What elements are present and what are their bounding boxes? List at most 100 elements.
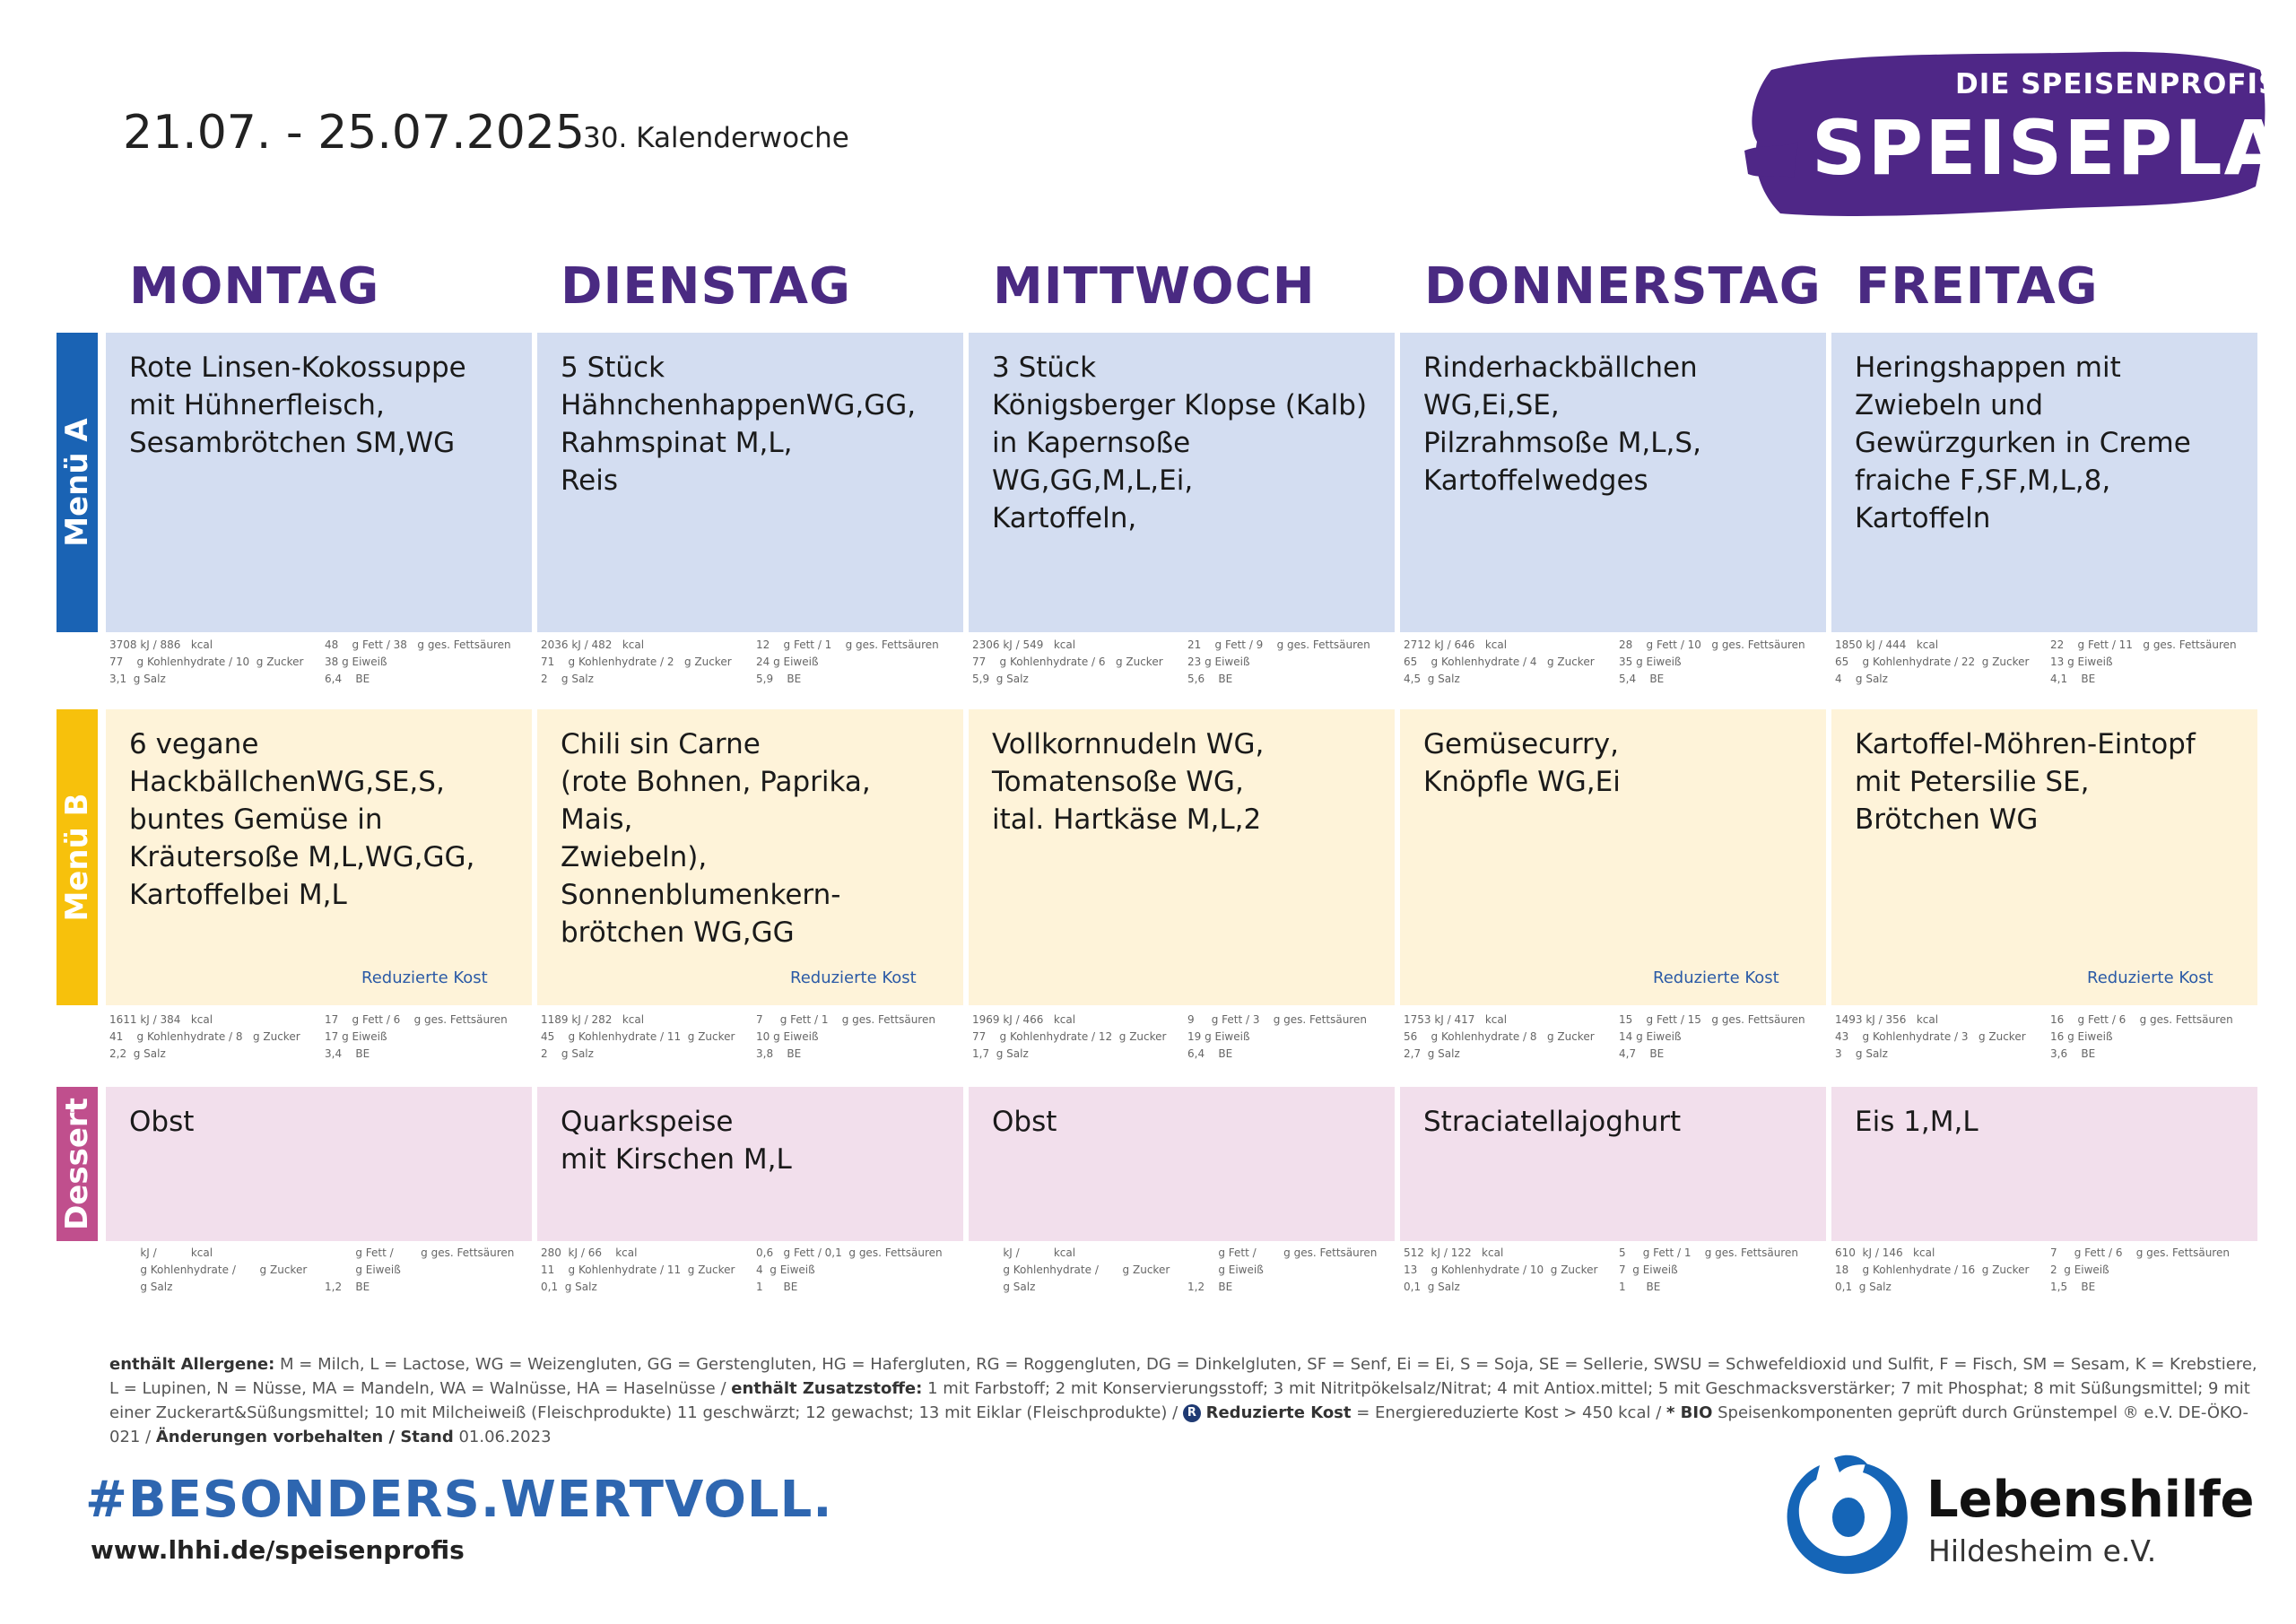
nutri-line: 18 g Kohlenhydrate / 16 g Zucker [1835, 1264, 2030, 1276]
nutri-line: 2 g Salz [541, 1047, 594, 1060]
nutrition-dessert-montag: kJ / kcal g Kohlenhydrate / g Zucker g S… [109, 1245, 531, 1298]
nutri-line: 35 g Eiweiß [1619, 656, 1682, 668]
nutrition-menu-b-montag: 1611 kJ / 384 kcal 41 g Kohlenhydrate / 8… [109, 1012, 531, 1065]
dessert-label-bar: Dessert [57, 1087, 98, 1241]
nutri-line: 13 g Eiweiß [2050, 656, 2113, 668]
website-url[interactable]: www.lhhi.de/speisenprofis [91, 1535, 465, 1565]
menu-b-freitag-text: Kartoffel-Möhren-Eintopf mit Petersilie … [1855, 728, 2196, 836]
nutrition-menu-a-freitag: 1850 kJ / 444 kcal 65 g Kohlenhydrate / 2… [1835, 637, 2257, 690]
nutri-line: g Fett / g ges. Fettsäuren [325, 1246, 515, 1259]
nutri-line: 0,1 g Salz [1404, 1281, 1460, 1293]
nutri-line: 2,2 g Salz [109, 1047, 166, 1060]
day-header-freitag: FREITAG [1856, 257, 2099, 316]
menu-b-donnerstag: Gemüsecurry, Knöpfle WG,Ei Reduzierte Ko… [1400, 709, 1826, 1005]
nutri-line: 1969 kJ / 466 kcal [972, 1013, 1076, 1026]
additives-text: 1 mit Farbstoff; 2 mit Konservierungssto… [109, 1379, 2250, 1422]
nutri-line: 77 g Kohlenhydrate / 10 g Zucker [109, 656, 304, 668]
nutrition-menu-a-montag: 3708 kJ / 886 kcal 77 g Kohlenhydrate / 1… [109, 637, 531, 690]
nutrition-dessert-freitag: 610 kJ / 146 kcal 18 g Kohlenhydrate / 16… [1835, 1245, 2257, 1298]
hashtag-slogan: #BESONDERS.WERTVOLL. [85, 1471, 833, 1529]
nutri-line: 4 g Salz [1835, 673, 1888, 685]
menu-a-dienstag: 5 Stück HähnchenhappenWG,GG, Rahmspinat … [537, 333, 963, 632]
nutri-line: 17 g Fett / 6 g ges. Fettsäuren [325, 1013, 508, 1026]
calendar-week: 30. Kalenderwoche [583, 122, 849, 154]
menu-a-montag-text: Rote Linsen-Kokossuppe mit Hühnerfleisch… [129, 352, 466, 459]
nutri-line: 2036 kJ / 482 kcal [541, 638, 645, 651]
menu-b-mittwoch-text: Vollkornnudeln WG, Tomatensoße WG, ital.… [992, 728, 1265, 836]
organization-city: Hildesheim e.V. [1928, 1533, 2157, 1568]
nutri-line: 77 g Kohlenhydrate / 12 g Zucker [972, 1030, 1167, 1043]
nutri-line: 21 g Fett / 9 g ges. Fettsäuren [1187, 638, 1370, 651]
nutri-line: 3,1 g Salz [109, 673, 166, 685]
menu-a-label: Menü A [59, 418, 95, 547]
nutri-line: 1611 kJ / 384 kcal [109, 1013, 213, 1026]
dessert-mittwoch-text: Obst [992, 1106, 1057, 1138]
dessert-montag-text: Obst [129, 1106, 195, 1138]
nutri-line: 11 g Kohlenhydrate / 11 g Zucker [541, 1264, 735, 1276]
day-header-dienstag: DIENSTAG [561, 257, 851, 316]
nutri-line: 1,2 BE [325, 1281, 370, 1293]
reduced-kost-label: Reduzierte Kost [790, 968, 917, 987]
brand-subtitle: DIE SPEISENPROFIS [1955, 68, 2280, 100]
nutri-line: 1,7 g Salz [972, 1047, 1029, 1060]
nutri-line: 22 g Fett / 11 g ges. Fettsäuren [2050, 638, 2237, 651]
nutri-line: 65 g Kohlenhydrate / 4 g Zucker [1404, 656, 1595, 668]
additives-label: enthält Zusatzstoffe: [731, 1379, 923, 1398]
menu-b-label-bar: Menü B [57, 709, 98, 1005]
menu-b-freitag: Kartoffel-Möhren-Eintopf mit Petersilie … [1831, 709, 2257, 1005]
bio-label: * BIO [1666, 1403, 1713, 1422]
nutri-line: 7 g Eiweiß [1619, 1264, 1678, 1276]
nutri-line: 5,6 BE [1187, 673, 1233, 685]
menu-a-dienstag-text: 5 Stück HähnchenhappenWG,GG, Rahmspinat … [561, 352, 917, 497]
nutri-line: 15 g Fett / 15 g ges. Fettsäuren [1619, 1013, 1805, 1026]
nutri-line: 3708 kJ / 886 kcal [109, 638, 213, 651]
day-header-montag: MONTAG [129, 257, 380, 316]
menu-b-dienstag: Chili sin Carne (rote Bohnen, Paprika, M… [537, 709, 963, 1005]
nutri-line: 1753 kJ / 417 kcal [1404, 1013, 1508, 1026]
nutri-line: 10 g Eiweiß [756, 1030, 819, 1043]
nutri-line: 77 g Kohlenhydrate / 6 g Zucker [972, 656, 1163, 668]
nutri-line: 7 g Fett / 6 g ges. Fettsäuren [2050, 1246, 2230, 1259]
lebenshilfe-logo-icon [1787, 1455, 1908, 1575]
nutri-line: 19 g Eiweiß [1187, 1030, 1250, 1043]
nutri-line: g Eiweiß [325, 1264, 401, 1276]
day-header-mittwoch: MITTWOCH [993, 257, 1316, 316]
menu-a-donnerstag-text: Rinderhackbällchen WG,Ei,SE, Pilzrahmsoß… [1423, 352, 1701, 497]
nutrition-menu-b-donnerstag: 1753 kJ / 417 kcal 56 g Kohlenhydrate / 8… [1404, 1012, 1825, 1065]
menu-a-freitag-text: Heringshappen mit Zwiebeln und Gewürzgur… [1855, 352, 2191, 534]
dessert-label: Dessert [59, 1098, 95, 1230]
nutri-line: 1850 kJ / 444 kcal [1835, 638, 1939, 651]
nutri-line: 1,5 BE [2050, 1281, 2096, 1293]
nutri-line: 5 g Fett / 1 g ges. Fettsäuren [1619, 1246, 1798, 1259]
menu-b-montag-text: 6 vegane HackbällchenWG,SE,S, buntes Gem… [129, 728, 475, 911]
menu-b-label: Menü B [59, 793, 95, 922]
nutri-line: g Kohlenhydrate / g Zucker [109, 1264, 308, 1276]
reduced-kost-label: Reduzierte Kost [2087, 968, 2213, 987]
nutri-line: 0,6 g Fett / 0,1 g ges. Fettsäuren [756, 1246, 943, 1259]
nutri-line: 4 g Eiweiß [756, 1264, 815, 1276]
nutrition-dessert-mittwoch: kJ / kcal g Kohlenhydrate / g Zucker g S… [972, 1245, 1394, 1298]
nutri-line: 1 BE [756, 1281, 798, 1293]
menu-a-label-bar: Menü A [57, 333, 98, 632]
nutri-line: 14 g Eiweiß [1619, 1030, 1682, 1043]
nutri-line: 5,4 BE [1619, 673, 1665, 685]
nutri-line: 71 g Kohlenhydrate / 2 g Zucker [541, 656, 732, 668]
nutri-line: 280 kJ / 66 kcal [541, 1246, 638, 1259]
day-header-donnerstag: DONNERSTAG [1424, 257, 1822, 316]
allergen-legend: enthält Allergene: M = Milch, L = Lactos… [109, 1352, 2262, 1449]
dessert-montag: Obst [106, 1087, 532, 1241]
nutri-line: 3 g Salz [1835, 1047, 1888, 1060]
nutri-line: 9 g Fett / 3 g ges. Fettsäuren [1187, 1013, 1367, 1026]
nutri-line: 5,9 BE [756, 673, 802, 685]
nutri-line: 6,4 BE [325, 673, 370, 685]
dessert-donnerstag: Straciatellajoghurt [1400, 1087, 1826, 1241]
nutri-line: 1 BE [1619, 1281, 1661, 1293]
nutri-line: 512 kJ / 122 kcal [1404, 1246, 1504, 1259]
nutri-line: 38 g Eiweiß [325, 656, 387, 668]
menu-a-donnerstag: Rinderhackbällchen WG,Ei,SE, Pilzrahmsoß… [1400, 333, 1826, 632]
menu-b-dienstag-text: Chili sin Carne (rote Bohnen, Paprika, M… [561, 728, 871, 949]
nutri-line: 3,4 BE [325, 1047, 370, 1060]
nutri-line: 4,1 BE [2050, 673, 2096, 685]
nutrition-menu-b-freitag: 1493 kJ / 356 kcal 43 g Kohlenhydrate / 3… [1835, 1012, 2257, 1065]
nutri-line: 48 g Fett / 38 g ges. Fettsäuren [325, 638, 511, 651]
